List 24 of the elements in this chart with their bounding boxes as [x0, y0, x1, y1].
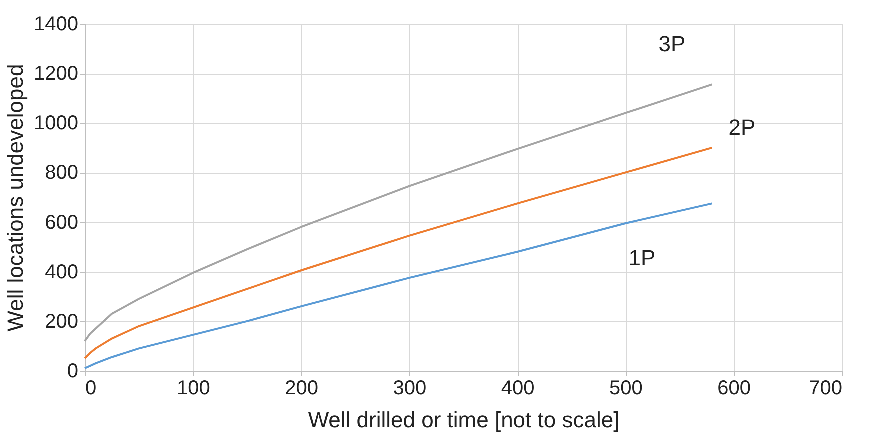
y-tick-label: 1200: [34, 63, 78, 86]
x-tick-label: 0: [86, 378, 97, 400]
y-tick-label: 1400: [34, 14, 78, 36]
series-label: 1P: [628, 246, 656, 271]
line-series: [84, 146, 714, 360]
x-tick-label: 700: [809, 378, 842, 400]
x-axis-title: Well drilled or time [not to scale]: [308, 408, 620, 432]
x-tick-label: 200: [285, 378, 318, 400]
line-series: [84, 202, 714, 370]
series-label: 3P: [658, 32, 686, 57]
y-tick-label: 600: [45, 212, 78, 234]
x-tick-label: 400: [501, 378, 535, 400]
x-tick-label: 100: [176, 378, 210, 400]
line-series: [84, 84, 714, 342]
y-tick-label: 0: [67, 360, 78, 382]
x-tick-label: 300: [393, 378, 427, 400]
series-label: 2P: [728, 114, 756, 140]
y-tick-label: 800: [45, 162, 78, 184]
y-tick-label: 400: [45, 261, 78, 284]
x-tick-label: 500: [610, 378, 643, 400]
y-tick-label: 200: [45, 310, 78, 333]
y-axis-title: Well locations undeveloped: [3, 64, 28, 332]
y-tick-label: 1000: [34, 112, 78, 135]
x-tick-label: 600: [718, 378, 752, 400]
